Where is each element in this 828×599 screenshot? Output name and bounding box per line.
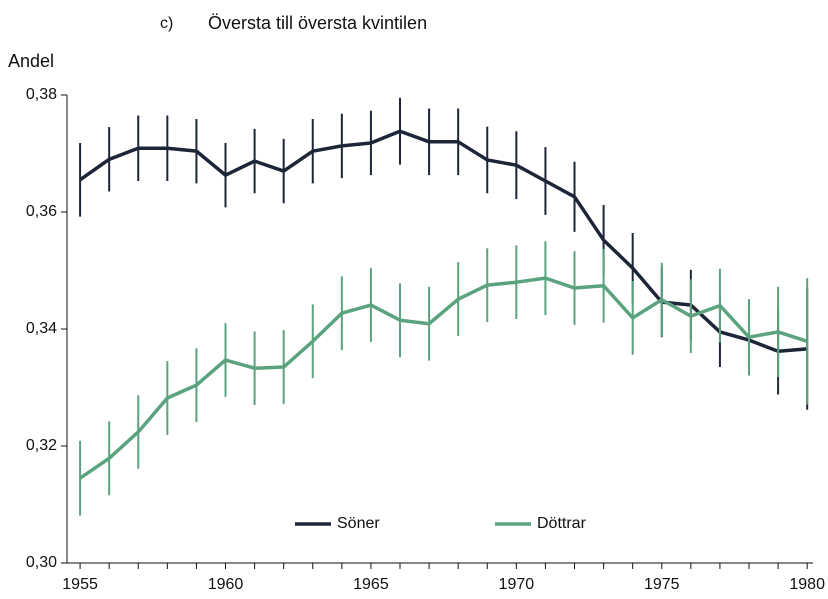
- x-tick-label: 1965: [353, 576, 389, 593]
- panel-label: c): [160, 15, 173, 32]
- series-line: [79, 276, 808, 480]
- x-tick-label: 1960: [208, 576, 244, 593]
- x-tick-label: 1955: [62, 576, 98, 593]
- legend-label: Söner: [337, 515, 380, 532]
- series-line: [79, 129, 808, 353]
- y-axis-label: Andel: [8, 51, 54, 71]
- x-tick-label: 1970: [499, 576, 535, 593]
- y-tick-label: 0,32: [26, 437, 57, 454]
- x-tick-label: 1975: [644, 576, 680, 593]
- y-tick-label: 0,38: [26, 86, 57, 103]
- y-tick-label: 0,36: [26, 203, 57, 220]
- y-tick-label: 0,30: [26, 554, 57, 571]
- x-tick-label: 1980: [789, 576, 825, 593]
- chart-title: Översta till översta kvintilen: [208, 13, 427, 33]
- y-tick-label: 0,34: [26, 320, 57, 337]
- legend-label: Döttrar: [537, 515, 587, 532]
